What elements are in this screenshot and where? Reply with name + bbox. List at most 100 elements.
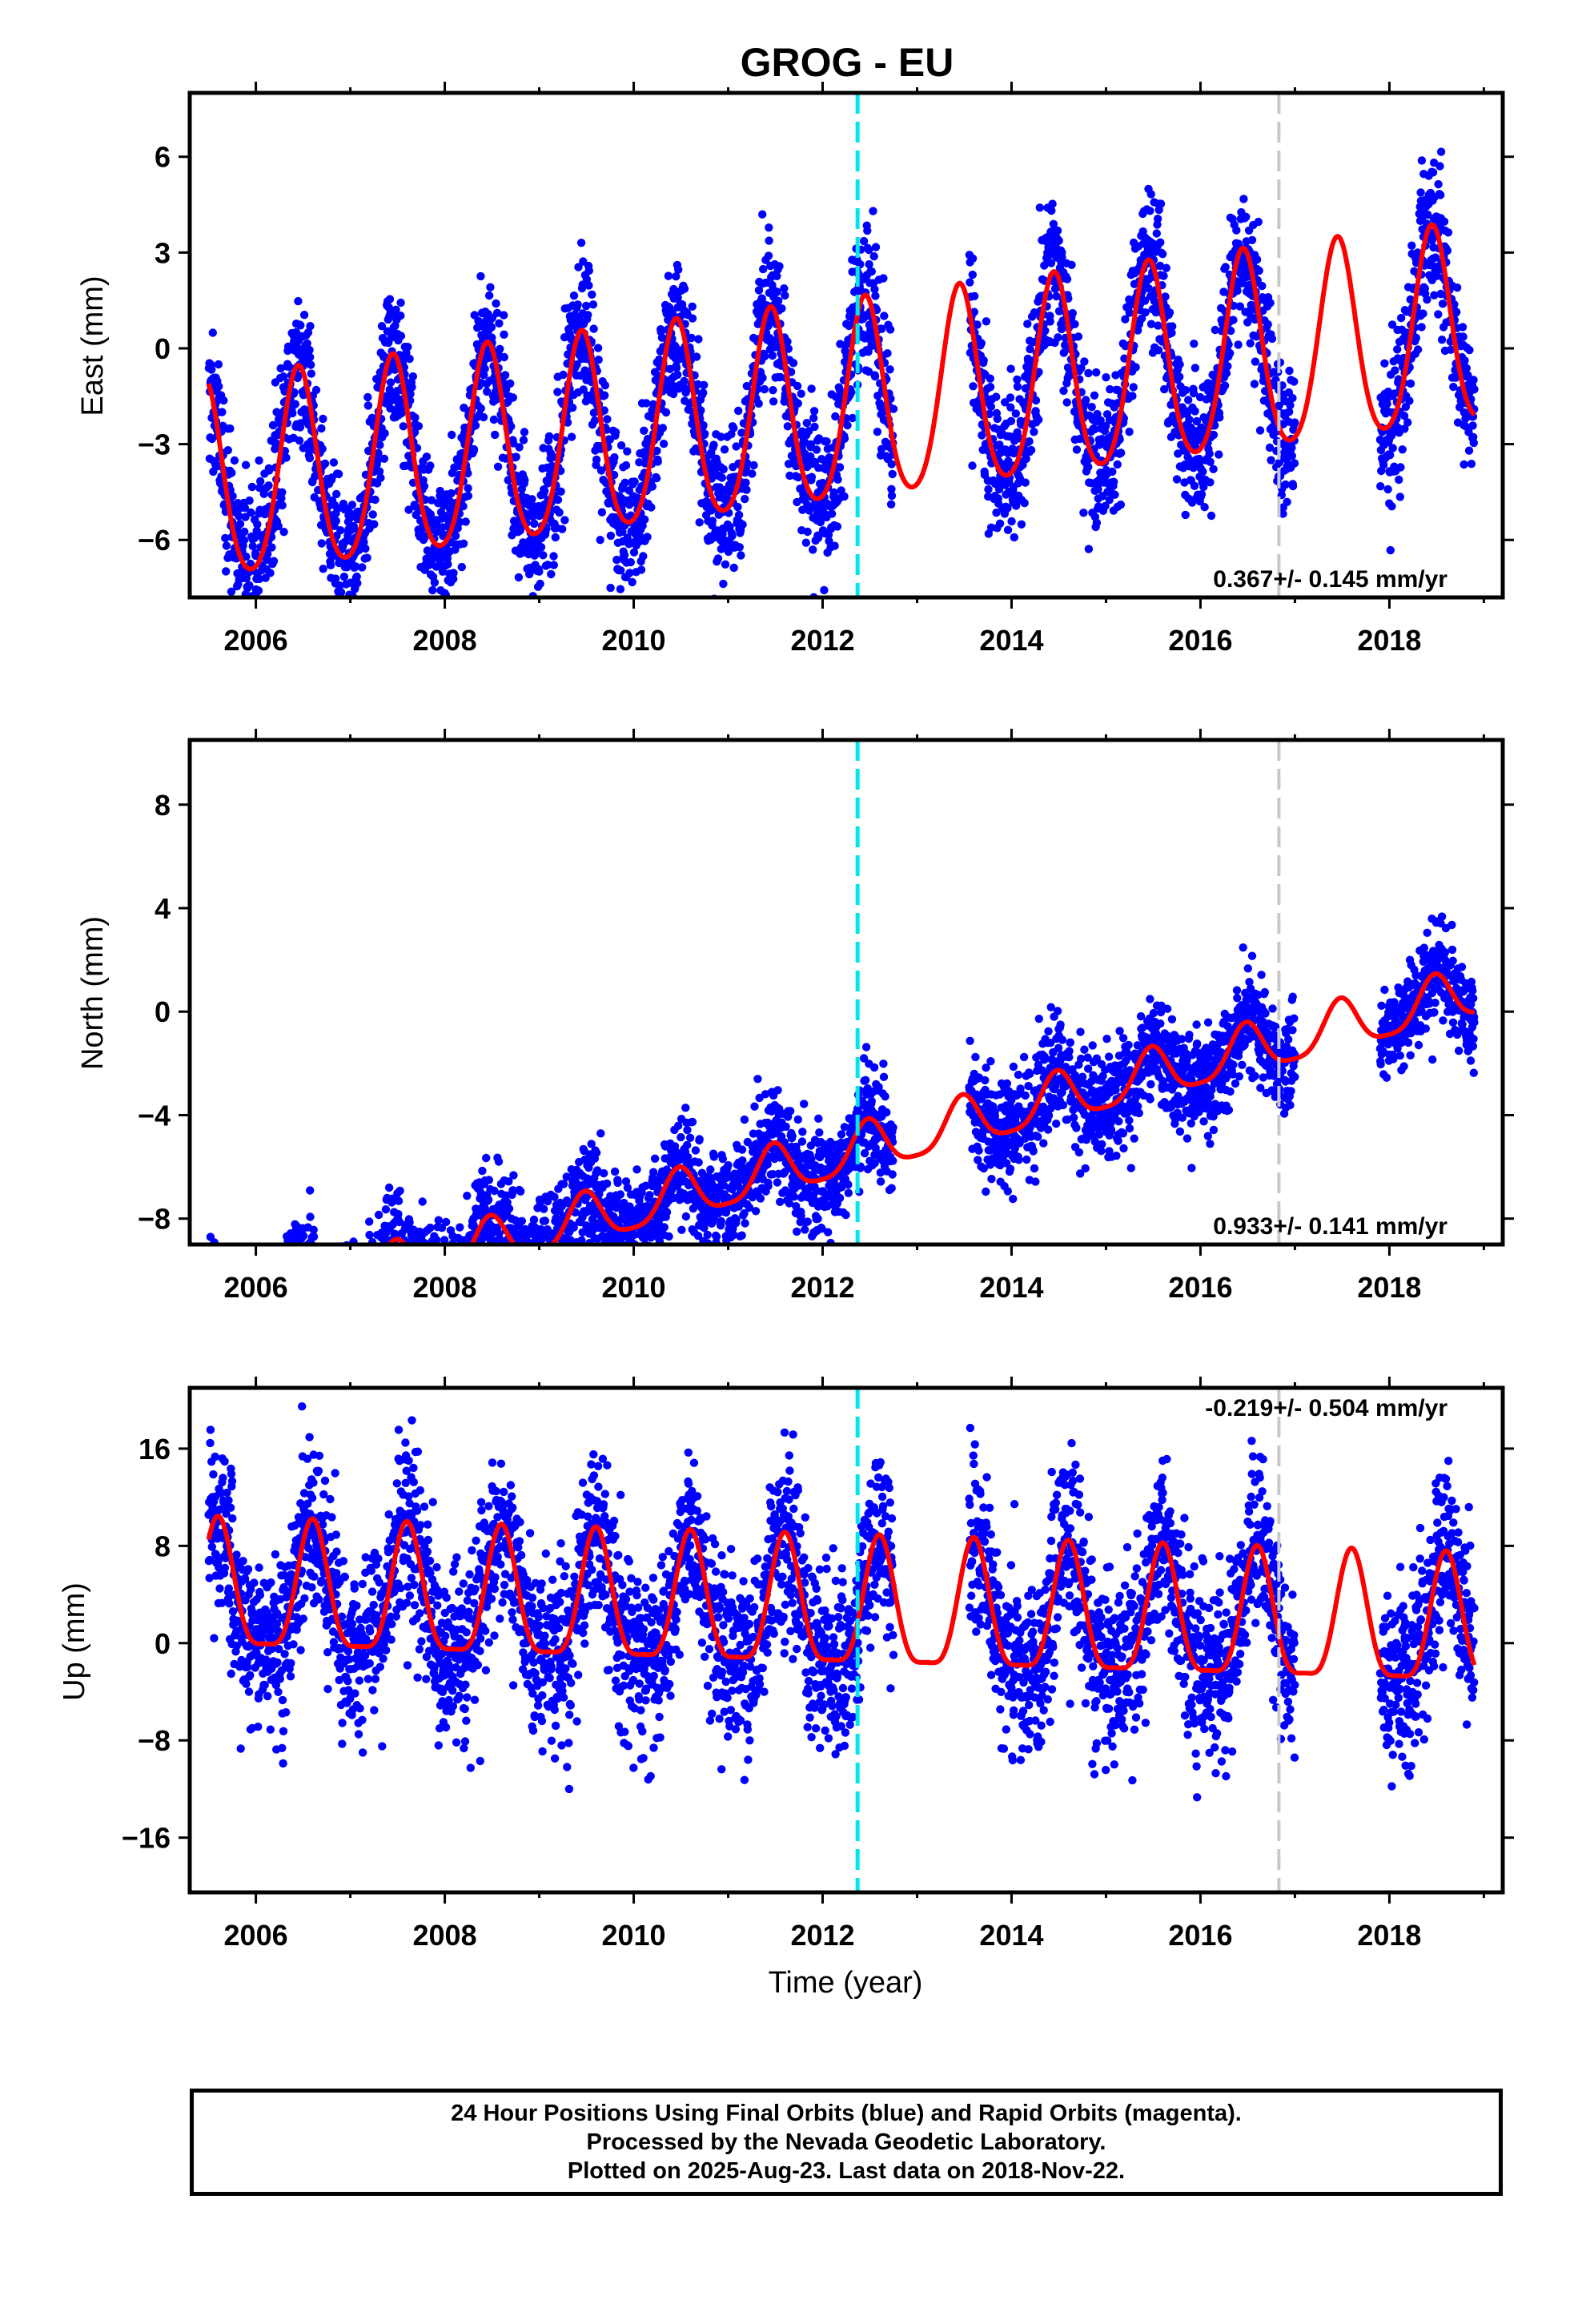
north-data-point — [362, 1248, 370, 1256]
east-data-point — [873, 428, 882, 436]
east-data-point — [1068, 308, 1078, 318]
east-data-point — [358, 563, 367, 572]
north-data-point — [256, 1323, 264, 1331]
north-data-point — [325, 1277, 333, 1285]
east-data-point — [528, 495, 536, 504]
north-data-point — [239, 1329, 247, 1337]
east-data-point — [692, 352, 701, 361]
east-data-point — [339, 613, 347, 621]
east-data-point — [523, 609, 531, 617]
east-data-point — [1436, 147, 1446, 156]
north-data-point — [334, 1293, 342, 1301]
east-data-point — [248, 541, 257, 551]
east-data-point — [720, 445, 729, 454]
east-data-point — [247, 482, 257, 492]
east-data-point — [436, 486, 444, 496]
north-data-point — [309, 1284, 317, 1292]
north-data-point — [457, 1250, 465, 1258]
north-data-point — [322, 1265, 330, 1273]
east-data-point — [1168, 322, 1177, 331]
north-data-point — [227, 1337, 235, 1345]
east-data-point — [408, 372, 417, 381]
east-data-point — [789, 359, 798, 368]
north-data-point — [275, 1258, 283, 1266]
east-data-point — [1234, 340, 1243, 349]
east-data-point — [590, 416, 600, 425]
east-data-point — [623, 447, 632, 456]
east-data-point — [489, 415, 499, 424]
east-data-point — [1461, 414, 1470, 423]
east-data-point — [810, 422, 819, 432]
north-data-point — [387, 1274, 396, 1282]
north-data-point — [312, 1261, 320, 1269]
east-data-point — [769, 386, 777, 395]
east-data-point — [240, 503, 249, 513]
east-data-point — [1283, 497, 1291, 506]
east-data-point — [1211, 325, 1220, 335]
north-data-point — [367, 1271, 375, 1279]
north-data-point — [315, 1260, 323, 1268]
east-data-point — [256, 476, 265, 486]
north-data-point — [456, 1252, 464, 1260]
north-data-point — [302, 1248, 310, 1256]
north-data-point — [359, 1281, 367, 1289]
north-data-point — [341, 1295, 349, 1303]
north-data-point — [222, 1330, 230, 1338]
east-data-point — [734, 510, 744, 520]
east-data-point — [1125, 428, 1134, 436]
east-data-point — [215, 382, 223, 391]
north-data-point — [286, 1253, 294, 1261]
east-data-point — [337, 610, 345, 618]
east-data-point — [737, 551, 745, 560]
east-data-point — [1406, 295, 1415, 304]
north-data-point — [235, 1325, 243, 1333]
north-data-point — [396, 1258, 404, 1266]
east-data-point — [556, 487, 565, 496]
east-data-point — [1243, 272, 1251, 281]
north-data-point — [209, 1296, 217, 1304]
east-data-point — [1239, 195, 1248, 203]
east-data-point — [742, 381, 751, 391]
east-data-point — [719, 464, 728, 474]
east-data-point — [1189, 464, 1198, 472]
north-data-point — [211, 1295, 219, 1303]
north-data-point — [443, 1259, 451, 1267]
east-data-point — [968, 270, 978, 279]
east-data-point — [1165, 308, 1174, 317]
north-data-point — [237, 1260, 245, 1268]
east-data-point — [1403, 418, 1412, 427]
north-data-point — [478, 1166, 487, 1176]
north-data-point — [346, 1318, 354, 1326]
east-data-point — [1010, 533, 1019, 542]
east-data-point — [705, 462, 714, 472]
east-data-point — [282, 453, 291, 462]
east-data-point — [305, 345, 314, 355]
east-y-tick-label: −3 — [138, 428, 171, 461]
north-data-point — [263, 1318, 271, 1326]
north-data-point — [375, 1273, 383, 1281]
north-data-point — [241, 1309, 249, 1317]
north-data-point — [437, 1224, 447, 1232]
north-data-point — [466, 1250, 474, 1258]
east-data-point — [1400, 424, 1409, 433]
east-data-point — [820, 585, 829, 595]
east-data-point — [995, 519, 1005, 528]
east-data-point — [1387, 502, 1396, 511]
north-data-point — [379, 1257, 387, 1265]
east-data-point — [380, 428, 389, 438]
east-y-tick-label: 3 — [155, 236, 171, 269]
east-data-point — [1020, 499, 1029, 508]
east-data-point — [363, 401, 373, 410]
north-data-point — [250, 1349, 258, 1357]
north-data-point — [444, 1262, 452, 1270]
east-data-point — [371, 495, 379, 505]
north-data-point — [358, 1316, 366, 1324]
north-data-point — [339, 1341, 347, 1349]
east-data-point — [885, 365, 894, 374]
north-data-point — [336, 1305, 344, 1313]
east-data-point — [1417, 156, 1427, 165]
east-data-point — [519, 436, 528, 444]
east-data-point — [734, 406, 743, 416]
